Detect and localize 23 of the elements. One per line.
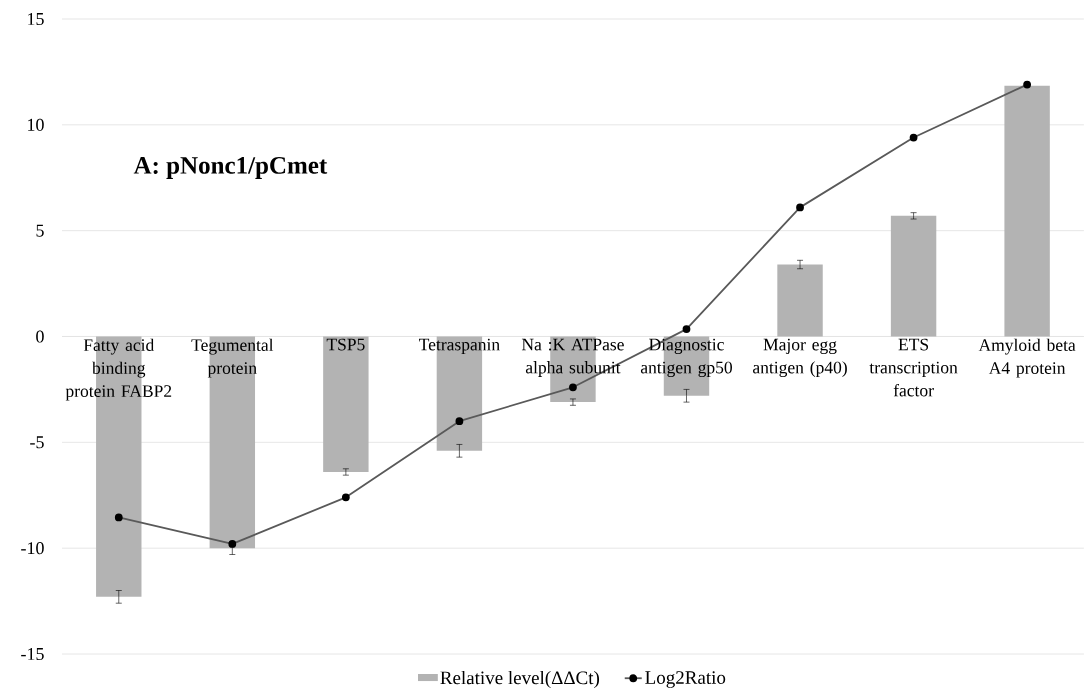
- bar: [890, 215, 937, 337]
- x-tick-label: Amyloid beta A4 protein: [978, 338, 1076, 378]
- x-tick-label: Na :K ATPase alpha subunit: [521, 338, 624, 377]
- annotation: A: pNonc1/pCmet: [133, 157, 328, 179]
- x-tick-label: Major egg antigen (p40): [753, 338, 847, 378]
- y-tick-label: 5: [36, 224, 44, 237]
- y-tick-label: -15: [21, 647, 44, 661]
- y-tick-label: -5: [30, 436, 44, 449]
- x-tick-label: ETS transcription factor: [869, 338, 958, 397]
- y-tick-label: 0: [36, 330, 44, 343]
- y-tick-label: 15: [28, 12, 44, 26]
- x-tick-label: Fatty acid binding protein FABP2: [65, 338, 172, 401]
- bar: [323, 336, 369, 472]
- bar: [1004, 85, 1050, 337]
- bar: [777, 264, 823, 337]
- legend-label: Relative level(ΔΔCt): [440, 670, 600, 689]
- legend-label: Log2Ratio: [645, 671, 726, 688]
- x-tick-label: Tetraspanin: [419, 338, 500, 354]
- x-tick-label: Diagnostic antigen gp50: [640, 338, 732, 378]
- x-tick-label: TSP5: [326, 338, 365, 351]
- y-tick-label: 10: [28, 118, 44, 131]
- y-tick-label: -10: [21, 542, 44, 555]
- x-tick-label: Tegumental protein: [191, 338, 274, 378]
